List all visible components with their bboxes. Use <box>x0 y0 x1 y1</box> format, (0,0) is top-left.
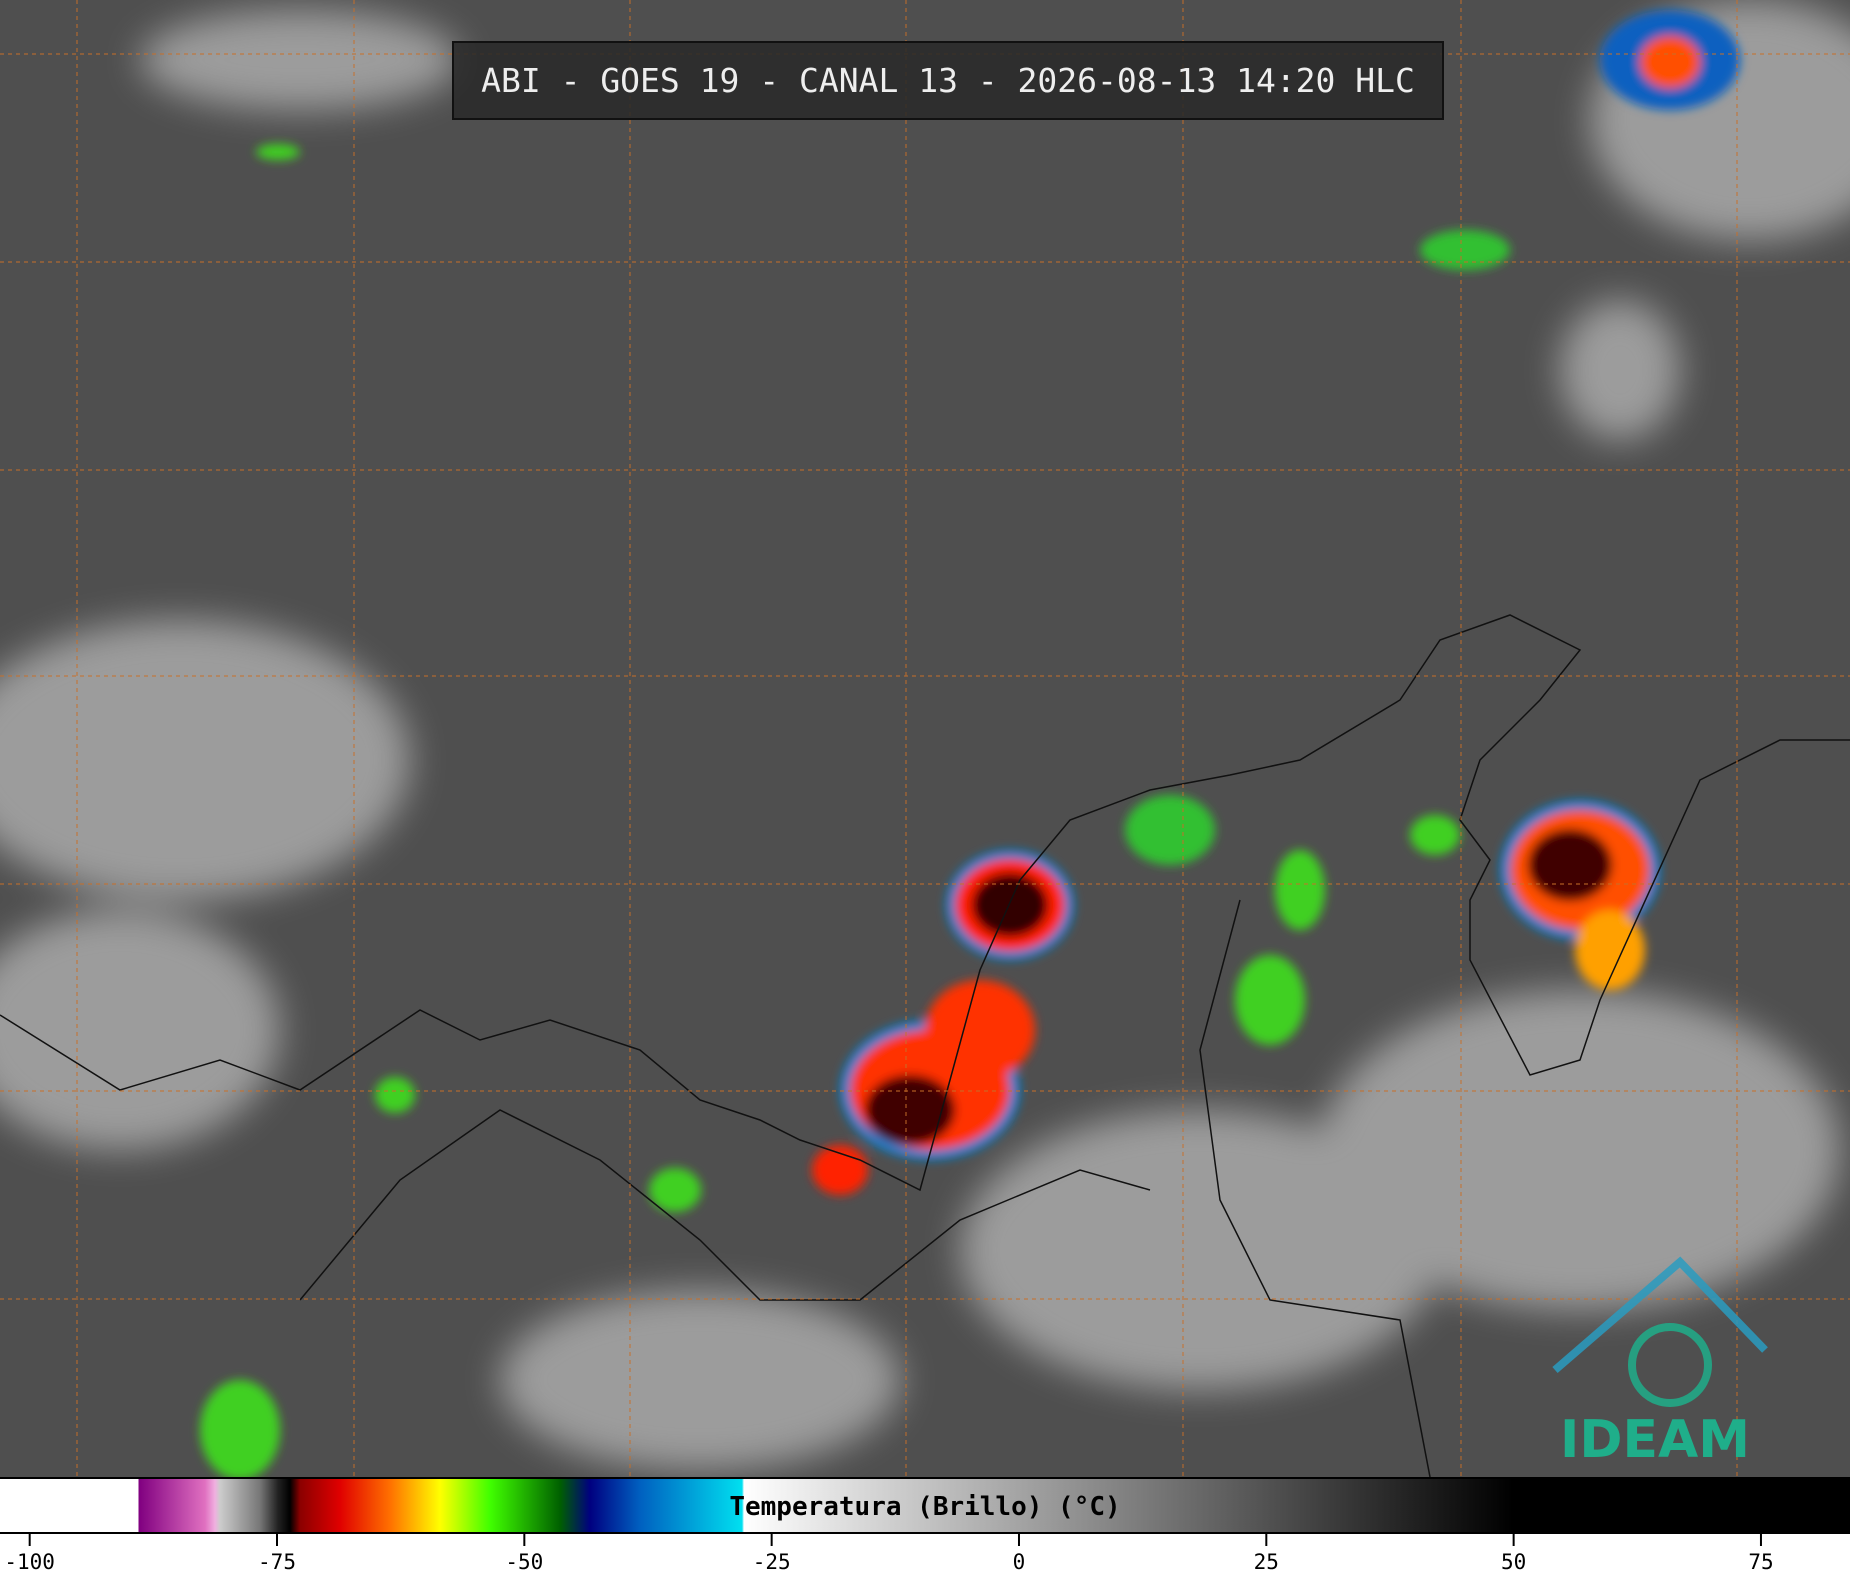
tick-label: -100 <box>4 1550 55 1574</box>
tick-label: 75 <box>1748 1550 1773 1574</box>
tick-label: -75 <box>258 1550 296 1574</box>
colorbar <box>0 1477 1850 1534</box>
tick-label: -25 <box>753 1550 791 1574</box>
image-title: ABI - GOES 19 - CANAL 13 - 2026-08-13 14… <box>452 41 1444 120</box>
tick-label: 0 <box>1013 1550 1026 1574</box>
tick-label: 50 <box>1501 1550 1526 1574</box>
colorbar-axis: -100 -75 -50 -25 0 25 50 75 <box>4 1534 1774 1574</box>
tick-label: 25 <box>1254 1550 1279 1574</box>
tick-label: -50 <box>505 1550 543 1574</box>
logo-text: IDEAM <box>1560 1410 1751 1470</box>
satellite-map <box>0 0 1850 1477</box>
